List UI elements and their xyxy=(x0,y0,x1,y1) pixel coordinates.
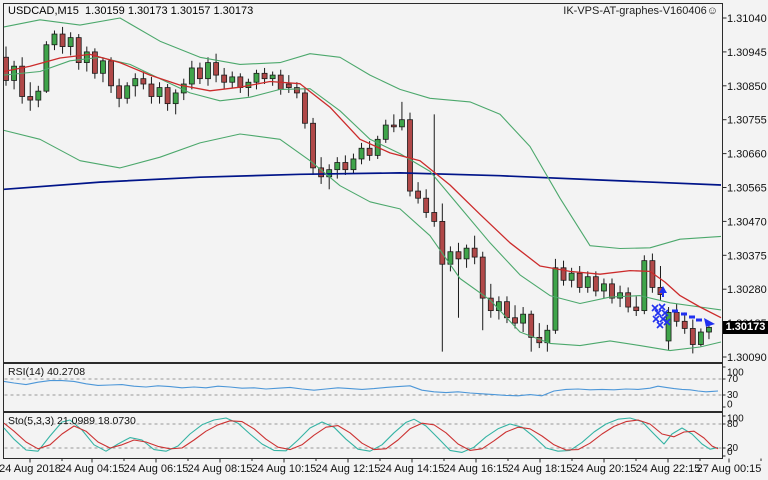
svg-text:1.30945: 1.30945 xyxy=(727,47,767,59)
smiley-icon: ☺ xyxy=(706,5,718,17)
svg-text:27 Aug 00:15: 27 Aug 00:15 xyxy=(697,463,762,475)
svg-text:24 Aug 22:15: 24 Aug 22:15 xyxy=(636,463,701,475)
svg-text:24 Aug 12:15: 24 Aug 12:15 xyxy=(316,463,381,475)
svg-text:24 Aug 08:15: 24 Aug 08:15 xyxy=(188,463,253,475)
panel-frames xyxy=(3,3,723,459)
ma-slow-200-line xyxy=(3,172,722,191)
svg-text:1.30280: 1.30280 xyxy=(727,284,767,296)
rsi-indicator-label: RSI(14) 40.2708 xyxy=(8,366,86,378)
symbol-timeframe-label: USDCAD,M15 xyxy=(8,5,79,17)
svg-text:1.30850: 1.30850 xyxy=(727,81,767,93)
svg-text:1.31040: 1.31040 xyxy=(727,13,767,25)
svg-text:24 Aug 18:15: 24 Aug 18:15 xyxy=(508,463,573,475)
svg-text:100: 100 xyxy=(727,414,744,425)
signal-annotations xyxy=(651,286,715,329)
svg-text:1.30470: 1.30470 xyxy=(727,216,767,228)
svg-text:24 Aug 16:15: 24 Aug 16:15 xyxy=(444,463,509,475)
svg-text:1.30375: 1.30375 xyxy=(727,250,767,262)
svg-text:1.30090: 1.30090 xyxy=(727,352,767,364)
svg-text:30: 30 xyxy=(727,390,739,401)
svg-text:24 Aug 04:15: 24 Aug 04:15 xyxy=(60,463,125,475)
bollinger-upper-line xyxy=(3,17,722,250)
svg-text:24 Aug 10:15: 24 Aug 10:15 xyxy=(252,463,317,475)
bollinger-middle-line xyxy=(3,56,722,311)
svg-text:100: 100 xyxy=(727,368,744,379)
chart-title: USDCAD,M15 1.30159 1.30173 1.30157 1.301… xyxy=(8,5,253,17)
svg-text:24 Aug 14:15: 24 Aug 14:15 xyxy=(380,463,445,475)
svg-text:24 Aug 2018: 24 Aug 2018 xyxy=(0,463,61,475)
svg-text:80: 80 xyxy=(727,419,739,430)
ma-fast-line xyxy=(3,53,722,319)
branding-label: IK-VPS-AT-graphes-V160406☺ xyxy=(563,5,718,17)
svg-text:20: 20 xyxy=(727,443,739,454)
svg-text:0: 0 xyxy=(727,447,733,458)
bollinger-lower-line xyxy=(3,129,722,352)
svg-text:1.30755: 1.30755 xyxy=(727,115,767,127)
ohlc-quotes-label: 1.30159 1.30173 1.30157 1.30173 xyxy=(85,5,254,17)
current-price-badge: 1.30173 xyxy=(723,321,768,334)
svg-text:0: 0 xyxy=(727,400,733,411)
svg-text:70: 70 xyxy=(727,374,739,385)
candles-layer xyxy=(3,26,712,354)
svg-text:1.30565: 1.30565 xyxy=(727,183,767,195)
stochastic-indicator-label: Sto(5,3,3) 21.0989 18.0730 xyxy=(8,415,136,427)
svg-text:24 Aug 20:15: 24 Aug 20:15 xyxy=(572,463,637,475)
svg-text:1.30660: 1.30660 xyxy=(727,149,767,161)
svg-text:24 Aug 06:15: 24 Aug 06:15 xyxy=(124,463,189,475)
